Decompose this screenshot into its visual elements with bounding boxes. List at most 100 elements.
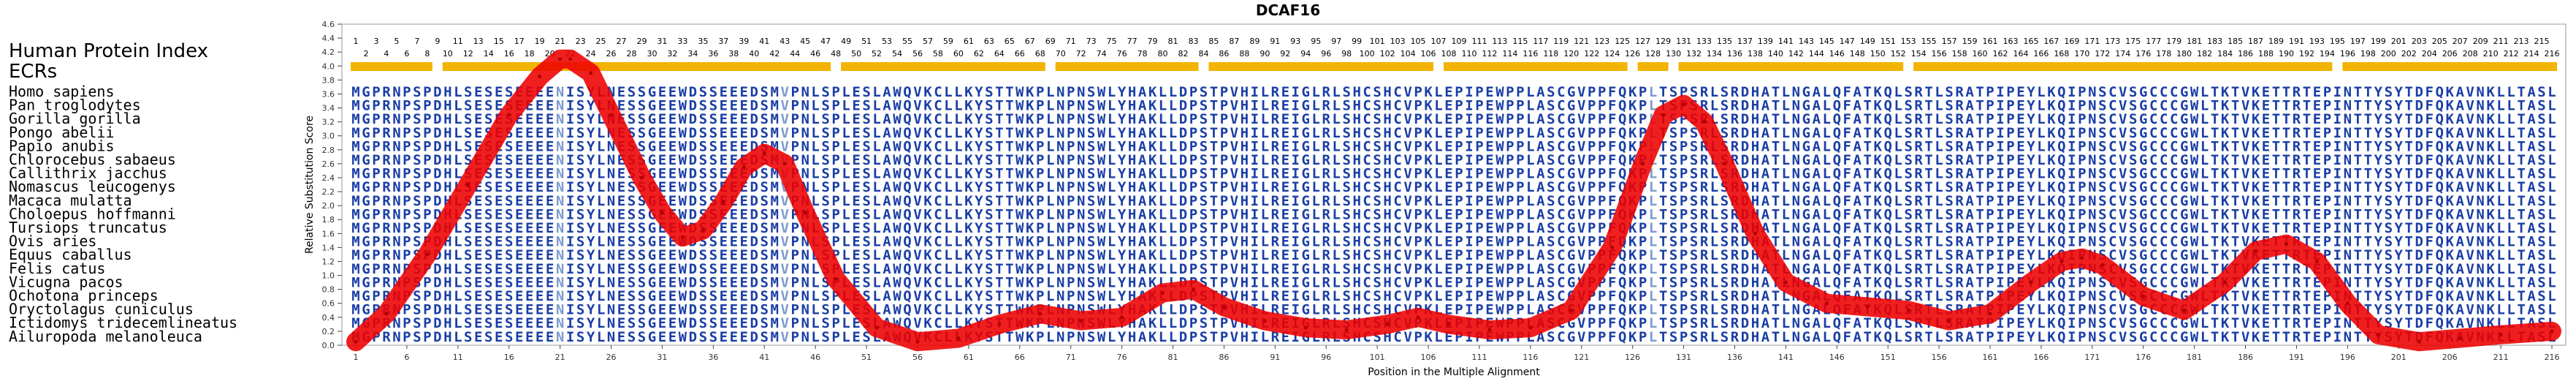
protein-index-number: 149 — [1860, 37, 1875, 46]
residue: S — [628, 98, 636, 114]
protein-index-number: 64 — [994, 49, 1005, 59]
residue: V — [2119, 125, 2127, 141]
residue: L — [1046, 152, 1054, 168]
residue: K — [964, 98, 973, 114]
residue: S — [2129, 111, 2137, 127]
y-axis-label: Relative Substitution Score — [304, 116, 316, 254]
residue: P — [1598, 84, 1606, 100]
residue: L — [1108, 111, 1116, 127]
residue: H — [1352, 152, 1360, 168]
ecr-region — [1678, 62, 1904, 71]
residue: E — [1281, 98, 1289, 114]
residue: S — [1547, 98, 1555, 114]
residue: V — [1403, 125, 1411, 141]
residue: L — [1332, 111, 1340, 127]
residue: K — [1026, 111, 1034, 127]
residue: L — [811, 166, 819, 182]
x-tick-label: 31 — [657, 353, 667, 362]
residue: E — [2262, 84, 2270, 100]
residue: T — [1659, 329, 1667, 345]
residue: E — [1444, 98, 1452, 114]
residue: R — [1955, 138, 1964, 154]
residue: E — [2262, 329, 2270, 345]
residue: P — [1516, 138, 1524, 154]
residue: T — [2364, 125, 2372, 141]
residue: K — [2252, 84, 2260, 100]
protein-index-number: 194 — [2320, 49, 2335, 59]
residue: F — [1608, 138, 1616, 154]
residue: R — [1914, 84, 1923, 100]
residue: V — [1403, 111, 1411, 127]
residue: R — [2293, 98, 2301, 114]
residue: G — [2139, 138, 2147, 154]
residue: S — [638, 329, 646, 345]
residue: E — [720, 138, 728, 154]
residue: S — [821, 329, 829, 345]
y-tick-label: 3.4 — [322, 104, 335, 113]
residue: V — [1230, 84, 1238, 100]
residue: T — [1924, 84, 1932, 100]
curve-point — [803, 211, 807, 215]
protein-index-number: 163 — [2003, 37, 2018, 46]
protein-index-number: 133 — [1696, 37, 1712, 46]
residue: L — [2037, 84, 2045, 100]
protein-index-number: 26 — [606, 49, 617, 59]
residue: D — [689, 329, 697, 345]
residue: I — [566, 98, 574, 114]
curve-point — [2458, 336, 2462, 340]
protein-index-number: 19 — [535, 37, 545, 46]
residue: C — [2160, 84, 2168, 100]
residue: Q — [1833, 138, 1841, 154]
residue: S — [862, 98, 870, 114]
protein-index-number: 80 — [1158, 49, 1168, 59]
residue: A — [1853, 111, 1862, 127]
residue: C — [2108, 125, 2116, 141]
residue: Q — [1618, 138, 1626, 154]
residue: N — [1792, 152, 1800, 168]
protein-index-number: 150 — [1870, 49, 1886, 59]
residue: L — [454, 138, 462, 154]
protein-index-number: 10 — [443, 49, 453, 59]
species-label: Chlorocebus sabaeus — [9, 151, 176, 168]
residue: C — [934, 98, 942, 114]
residue: F — [1608, 125, 1616, 141]
residue: N — [1077, 138, 1085, 154]
residue: Q — [2435, 111, 2443, 127]
residue: G — [2180, 329, 2188, 345]
residue: S — [985, 98, 993, 114]
residue: G — [1302, 98, 1310, 114]
x-tick-label: 151 — [1880, 353, 1896, 362]
residue: N — [392, 98, 400, 114]
residue: T — [2405, 138, 2413, 154]
residue: E — [515, 166, 523, 182]
residue: T — [1210, 111, 1218, 127]
residue: K — [1026, 84, 1034, 100]
residue: E — [525, 98, 533, 114]
residue: E — [2016, 329, 2024, 345]
protein-index-number: 165 — [2023, 37, 2038, 46]
residue: S — [699, 138, 707, 154]
residue: L — [1894, 329, 1902, 345]
residue: E — [668, 98, 677, 114]
residue: C — [2170, 98, 2178, 114]
residue: Q — [903, 111, 911, 127]
residue: S — [484, 84, 492, 100]
residue: A — [2455, 84, 2464, 100]
residue: L — [1261, 98, 1269, 114]
residue: F — [2426, 125, 2434, 141]
residue: S — [1690, 84, 1698, 100]
residue: M — [351, 98, 359, 114]
residue: L — [1782, 125, 1790, 141]
residue: S — [2129, 98, 2137, 114]
residue: A — [2455, 138, 2464, 154]
residue: T — [1772, 138, 1780, 154]
residue: G — [648, 125, 656, 141]
residue: L — [811, 152, 819, 168]
residue: L — [944, 111, 952, 127]
residue: S — [576, 166, 584, 182]
residue: P — [423, 98, 431, 114]
residue: L — [1108, 329, 1116, 345]
residue: A — [1813, 329, 1821, 345]
residue: E — [546, 166, 554, 182]
residue: E — [536, 152, 544, 168]
